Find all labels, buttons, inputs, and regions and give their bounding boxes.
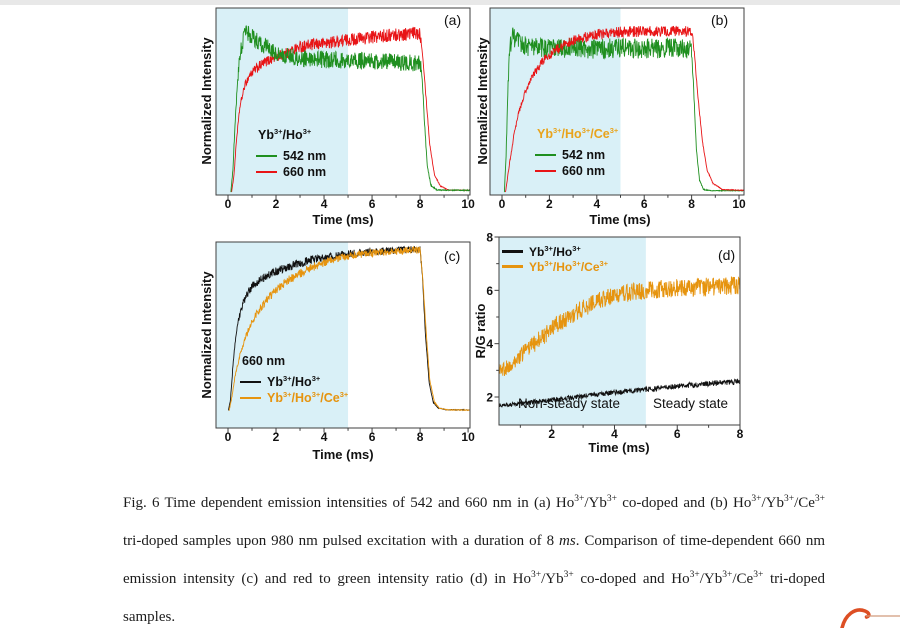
legend-item: Yb3+/Ho3+/Ce3+ — [502, 259, 608, 274]
series-a-0 — [231, 26, 470, 193]
x-tick-label: 6 — [641, 197, 648, 211]
x-tick-label: 6 — [369, 197, 376, 211]
panel-d: 2 4 6 8 2 4 6 8 Time (ms) R/G ratio (d) — [473, 231, 744, 456]
x-tick-label: 10 — [461, 430, 475, 444]
x-axis-title: Time (ms) — [588, 440, 649, 455]
legend-item: 660 nm — [535, 163, 618, 179]
figure-panels: 0 2 4 6 8 10 Time (ms) Normalized Intensity (a) 0… — [199, 7, 746, 462]
x-tick-label: 0 — [225, 197, 232, 211]
panel-c: 0 2 4 6 8 10 Time (ms) Normalized Intensity (c) — [199, 241, 475, 462]
legend-title: 660 nm — [242, 354, 286, 368]
legend-label: Yb3+/Ho3+ — [529, 243, 581, 259]
panel-label-a: (a) — [444, 12, 461, 28]
annotation-non-steady-state: Non-steady state — [518, 396, 621, 411]
legend-panel-d: Yb3+/Ho3+ Yb3+/Ho3+/Ce3+ — [502, 244, 608, 274]
legend-item: Yb3+/Ho3+ — [502, 244, 608, 259]
x-axis-title: Time (ms) — [312, 212, 373, 227]
x-tick-label: 2 — [273, 430, 280, 444]
x-tick-label: 10 — [461, 197, 475, 211]
x-tick-label: 8 — [417, 197, 424, 211]
legend-swatch-green — [535, 153, 556, 157]
x-tick-label: 2 — [546, 197, 553, 211]
legend-swatch-green — [256, 154, 277, 158]
legend-swatch-orange — [240, 396, 261, 400]
legend-label: 660 nm — [283, 165, 327, 179]
pen-annotation-icon — [840, 608, 900, 628]
plot-border — [215, 7, 471, 196]
series-d-1 — [499, 276, 740, 377]
legend-panel-b: Yb3+/Ho3+/Ce3+ 542 nm 660 nm — [535, 126, 618, 179]
caption-line: emission intensity (c) and red to green … — [123, 570, 825, 587]
y-axis-title: R/G ratio — [473, 303, 488, 358]
legend-swatch-red — [535, 169, 556, 173]
x-tick-label: 8 — [737, 427, 744, 441]
figure-caption: Fig. 6 Time dependent emission intensiti… — [123, 484, 825, 636]
y-tick-label: 8 — [486, 231, 493, 245]
caption-line: tri-doped samples upon 980 nm pulsed exc… — [123, 533, 825, 549]
legend-label: 660 nm — [562, 164, 606, 178]
legend-item: Yb3+/Ho3+/Ce3+ — [240, 390, 348, 406]
plot-border — [215, 241, 471, 429]
x-tick-label: 0 — [225, 430, 232, 444]
legend-label: Yb3+/Ho3+ — [267, 373, 321, 389]
caption-line: samples. — [123, 609, 176, 625]
legend-label: Yb3+/Ho3+/Ce3+ — [529, 258, 609, 274]
x-axis-title: Time (ms) — [312, 447, 373, 462]
legend-label: 542 nm — [562, 148, 606, 162]
x-tick-label: 4 — [611, 427, 618, 441]
panel-label-d: (d) — [718, 247, 735, 263]
legend-item: Yb3+/Ho3+ — [240, 374, 348, 390]
x-tick-label: 4 — [321, 430, 328, 444]
x-tick-label: 8 — [417, 430, 424, 444]
series-a-1 — [230, 25, 470, 193]
legend-swatch-black — [240, 380, 261, 384]
x-tick-label: 4 — [593, 197, 600, 211]
legend-title: Yb3+/Ho3+ — [258, 126, 312, 142]
series-c-1 — [228, 245, 470, 412]
legend-panel-c: 660 nm Yb3+/Ho3+ Yb3+/Ho3+/Ce3+ — [240, 353, 348, 406]
legend-item: 660 nm — [256, 164, 326, 180]
x-axis-title: Time (ms) — [589, 212, 650, 227]
series-d-0 — [499, 378, 740, 408]
y-tick-label: 4 — [486, 337, 493, 351]
panel-b: 0 2 4 6 8 10 Time (ms) Normalized Intensity (b) — [475, 7, 746, 227]
x-tick-label: 10 — [732, 197, 746, 211]
y-tick-label: 2 — [486, 391, 493, 405]
shade-region — [216, 8, 349, 195]
legend-label: 542 nm — [283, 149, 327, 163]
legend-panel-a: Yb3+/Ho3+ 542 nm 660 nm — [256, 127, 326, 180]
y-axis-title: Normalized Intensity — [199, 271, 214, 399]
y-axis-title: Normalized Intensity — [475, 37, 490, 165]
x-tick-label: 6 — [674, 427, 681, 441]
x-tick-label: 8 — [688, 197, 695, 211]
legend-title: Yb3+/Ho3+/Ce3+ — [537, 125, 619, 141]
panel-label-b: (b) — [711, 12, 728, 28]
x-tick-label: 2 — [548, 427, 555, 441]
x-tick-label: 4 — [321, 197, 328, 211]
page-top-border — [0, 0, 900, 5]
x-tick-label: 6 — [369, 430, 376, 444]
x-tick-label: 0 — [499, 197, 506, 211]
panel-a: 0 2 4 6 8 10 Time (ms) Normalized Intensity (a) — [199, 7, 475, 227]
series-b-1 — [505, 25, 744, 193]
plot-border — [498, 236, 741, 426]
x-tick-label: 2 — [273, 197, 280, 211]
legend-item: 542 nm — [535, 147, 618, 163]
y-axis-title: Normalized Intensity — [199, 37, 214, 165]
legend-swatch-orange — [502, 265, 523, 268]
caption-line: Fig. 6 Time dependent emission intensiti… — [123, 494, 825, 511]
legend-swatch-black — [502, 250, 523, 253]
legend-label: Yb3+/Ho3+/Ce3+ — [267, 389, 349, 405]
legend-swatch-red — [256, 170, 277, 174]
plot-border — [489, 7, 745, 196]
panel-label-c: (c) — [444, 248, 460, 264]
y-tick-label: 6 — [486, 284, 493, 298]
annotation-steady-state: Steady state — [653, 396, 729, 411]
legend-item: 542 nm — [256, 148, 326, 164]
